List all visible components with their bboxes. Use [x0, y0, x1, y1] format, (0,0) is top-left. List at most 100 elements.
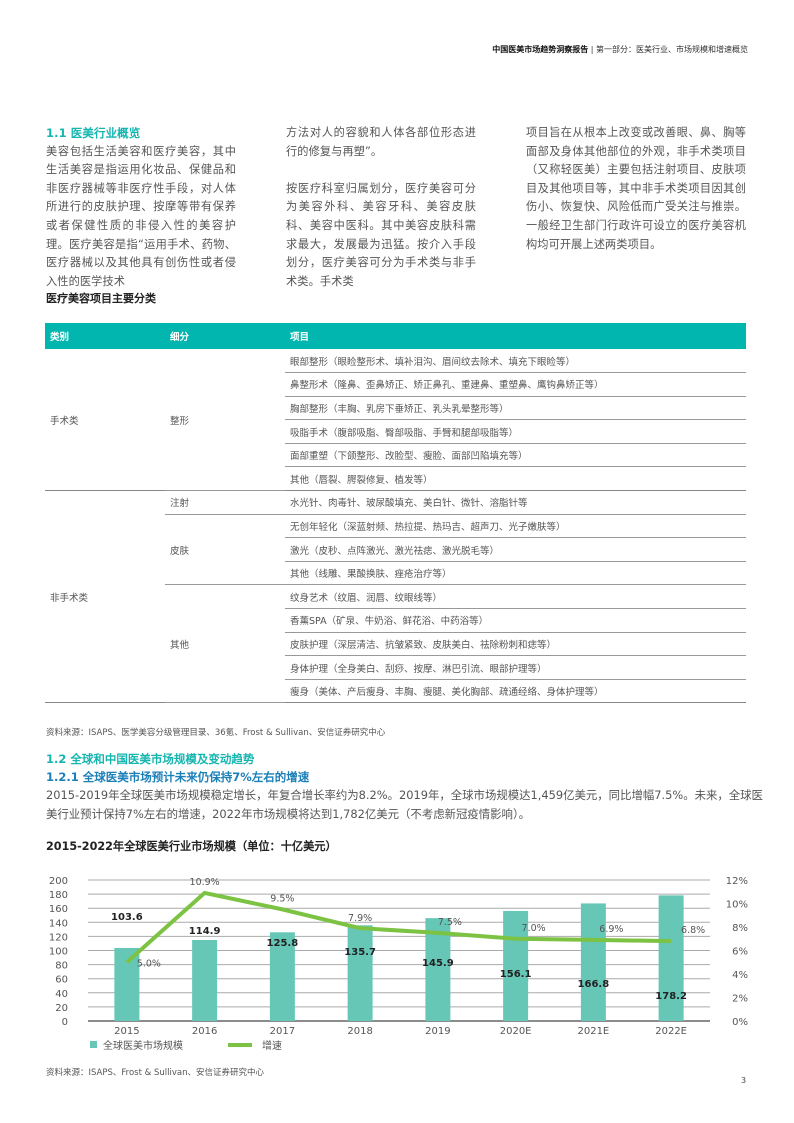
table-row: 鼻整形术（隆鼻、歪鼻矫正、矫正鼻孔、重建鼻、重塑鼻、鹰钩鼻矫正等）: [45, 372, 746, 397]
table-row: 面部重塑（下颌整形、改脸型、瘦脸、面部凹陷填充等）: [45, 443, 746, 468]
item-cell: 其他（线雕、果酸换肤、痤疮治疗等）: [285, 561, 746, 586]
bar: [580, 903, 606, 1021]
item-cell: 水光针、肉毒针、玻尿酸填充、美白针、微针、溶脂针等: [285, 490, 746, 515]
table-row: 胸部整形（丰胸、乳房下垂矫正、乳头乳晕整形等）: [45, 396, 746, 421]
item-cell: 激光（皮秒、点阵激光、激光祛痣、激光脱毛等）: [285, 537, 746, 562]
x-axis-tick-label: 2018: [347, 1026, 372, 1037]
right-axis-tick-label: 8%: [732, 923, 748, 934]
left-axis-tick-label: 40: [55, 989, 68, 1000]
growth-label: 6.9%: [599, 924, 623, 935]
left-axis-tick-label: 20: [55, 1003, 68, 1014]
header-items: 项目: [285, 323, 746, 349]
bar: [347, 925, 373, 1021]
growth-label: 7.0%: [522, 923, 546, 934]
bar-value-label: 114.9: [189, 926, 221, 937]
header-subcategory: 细分: [165, 323, 285, 349]
header-category: 类别: [45, 323, 165, 349]
item-cell: 胸部整形（丰胸、乳房下垂矫正、乳头乳晕整形等）: [285, 396, 746, 421]
body-text: 项目旨在从根本上改变或改善眼、鼻、胸等面部及身体其他部位的外观，非手术类项目（又…: [526, 126, 746, 251]
x-axis-tick-label: 2020E: [500, 1026, 532, 1037]
table-row: 其他（线雕、果酸换肤、痤疮治疗等）: [45, 561, 746, 586]
table-row: 瘦身（美体、产后瘦身、丰胸、瘦腿、美化胸部、疏通经络、身体护理等）: [45, 679, 746, 704]
left-axis-tick-label: 100: [49, 947, 68, 958]
table-header-row: 类别 细分 项目: [45, 323, 746, 349]
classification-table: 类别 细分 项目 手术类 整形 眼部整形（眼睑整形术、填补泪沟、眉间纹去除术、填充下…: [45, 323, 746, 704]
item-cell: 鼻整形术（隆鼻、歪鼻矫正、矫正鼻孔、重建鼻、重塑鼻、鹰钩鼻矫正等）: [285, 372, 746, 397]
category-cell: 非手术类: [45, 490, 165, 704]
page-number: 3: [741, 1076, 747, 1085]
table-row: 其他（唇裂、腭裂修复、植发等）: [45, 466, 746, 492]
text-column-1: 1.1 医美行业概览 美容包括生活美容和医疗美容，其中生活美容是指运用化妆品、保…: [46, 124, 236, 291]
text-column-3: 项目旨在从根本上改变或改善眼、鼻、胸等面部及身体其他部位的外观，非手术类项目（又…: [526, 124, 746, 254]
item-cell: 身体护理（全身美白、刮痧、按摩、淋巴引流、眼部护理等）: [285, 655, 746, 680]
table-row: 皮肤护理（深层清洁、抗皱紧致、皮肤美白、祛除粉刺和痣等）: [45, 632, 746, 657]
section-heading-1-2-1: 1.2.1 全球医美市场预计未来仍保持7%左右的增速: [46, 770, 310, 784]
source-note-2: 资料来源：ISAPS、Frost & Sullivan、安信证券研究中心: [46, 1068, 264, 1078]
bar-value-label: 166.8: [578, 979, 610, 990]
item-cell: 瘦身（美体、产后瘦身、丰胸、瘦腿、美化胸部、疏通经络、身体护理等）: [285, 679, 746, 704]
left-axis-tick-label: 140: [49, 918, 68, 929]
body-paragraph: 2015-2019年全球医美市场规模稳定增长，年复合增长率约为8.2%。2019…: [46, 788, 763, 821]
item-cell: 香薰SPA（矿泉、牛奶浴、鲜花浴、中药浴等）: [285, 608, 746, 633]
table-row: 吸脂手术（腹部吸脂、臀部吸脂、手臂和腿部吸脂等）: [45, 419, 746, 444]
x-axis-tick-label: 2019: [425, 1026, 450, 1037]
item-cell: 眼部整形（眼睑整形术、填补泪沟、眉间纹去除术、填充下眼睑等）: [285, 349, 746, 374]
item-cell: 吸脂手术（腹部吸脂、臀部吸脂、手臂和腿部吸脂等）: [285, 419, 746, 444]
right-axis-tick-label: 0%: [732, 1017, 748, 1028]
growth-line: [125, 890, 672, 964]
right-axis-tick-label: 6%: [732, 947, 748, 958]
item-cell: 无创年轻化（深蓝射频、热拉提、热玛吉、超声刀、光子嫩肤等）: [285, 514, 746, 539]
growth-label: 6.8%: [681, 925, 705, 936]
table-row: 香薰SPA（矿泉、牛奶浴、鲜花浴、中药浴等）: [45, 608, 746, 633]
left-axis-tick-label: 80: [55, 961, 68, 972]
left-axis-tick-label: 160: [49, 904, 68, 915]
bar: [269, 932, 295, 1021]
growth-label: 10.9%: [190, 877, 220, 888]
bar: [503, 910, 529, 1021]
x-axis-tick-label: 2021E: [577, 1026, 609, 1037]
chart-title: 2015-2022年全球医美行业市场规模（单位：十亿美元）: [46, 840, 337, 853]
bar-value-label: 156.1: [500, 969, 532, 980]
left-axis-tick-label: 120: [49, 932, 68, 943]
body-text: 方法对人的容貌和人体各部位形态进行的修复与再塑”。: [286, 126, 476, 158]
table-row: 皮肤 无创年轻化（深蓝射频、热拉提、热玛吉、超声刀、光子嫩肤等）: [45, 514, 746, 586]
bar-value-label: 135.7: [344, 947, 376, 958]
left-axis-tick-label: 180: [49, 890, 68, 901]
growth-label: 9.5%: [270, 893, 294, 904]
running-header: 中国医美市场趋势洞察报告 | 第一部分：医美行业、市场规模和增速概览: [492, 45, 748, 54]
bar: [658, 895, 684, 1021]
market-size-chart: 0 20 40 60 80 100 120 140 160 180 200 0% 2% 4% 6% 8% 10%…: [49, 876, 748, 1052]
right-axis-tick-label: 10%: [726, 900, 748, 911]
right-axis-tick-label: 2%: [732, 994, 748, 1005]
section-heading-1-2: 1.2 全球和中国医美市场规模及变动趋势: [46, 752, 255, 766]
growth-label: 7.5%: [438, 917, 462, 928]
table-row: 手术类 整形 眼部整形（眼睑整形术、填补泪沟、眉间纹去除术、填充下眼睑等）: [45, 349, 746, 492]
bar: [192, 939, 218, 1021]
growth-label: 7.9%: [348, 913, 372, 924]
text-column-2: 方法对人的容貌和人体各部位形态进行的修复与再塑”。 按医疗科室归属划分，医疗美容…: [286, 124, 476, 310]
table-row: 身体护理（全身美白、刮痧、按摩、淋巴引流、眼部护理等）: [45, 655, 746, 680]
left-axis-tick-label: 60: [55, 975, 68, 986]
subcategory-cell: 其他: [165, 584, 285, 704]
bar-value-label: 125.8: [267, 938, 299, 949]
table-row: 其他 纹身艺术（纹眉、润唇、纹眼线等）: [45, 584, 746, 704]
subcategory-cell: 整形: [165, 349, 285, 492]
source-note-1: 资料来源：ISAPS、医学美容分级管理目录、36氪、Frost & Sulliv…: [46, 728, 386, 738]
section-heading-1-1: 1.1 医美行业概览: [46, 126, 141, 140]
growth-label: 5.0%: [137, 958, 161, 969]
x-axis-tick-label: 2016: [192, 1026, 217, 1037]
left-axis-tick-label: 0: [62, 1017, 68, 1028]
table-row: 非手术类 注射 水光针、肉毒针、玻尿酸填充、美白针、微针、溶脂针等: [45, 490, 746, 704]
table-row: 激光（皮秒、点阵激光、激光祛痣、激光脱毛等）: [45, 537, 746, 562]
report-title: 中国医美市场趋势洞察报告: [492, 45, 589, 54]
x-axis-tick-label: 2022E: [655, 1026, 687, 1037]
subcategory-cell: 皮肤: [165, 514, 285, 586]
item-cell: 其他（唇裂、腭裂修复、植发等）: [285, 466, 746, 492]
left-axis-tick-label: 200: [49, 876, 68, 887]
body-text: 美容包括生活美容和医疗美容，其中生活美容是指运用化妆品、保健品和非医疗器械等非医…: [46, 144, 236, 288]
legend-line-label: 增速: [262, 1039, 282, 1052]
table-title: 医疗美容项目主要分类: [46, 292, 156, 305]
right-axis-tick-label: 4%: [732, 970, 748, 981]
right-axis-tick-label: 12%: [726, 876, 748, 887]
category-cell: 手术类: [45, 349, 165, 492]
